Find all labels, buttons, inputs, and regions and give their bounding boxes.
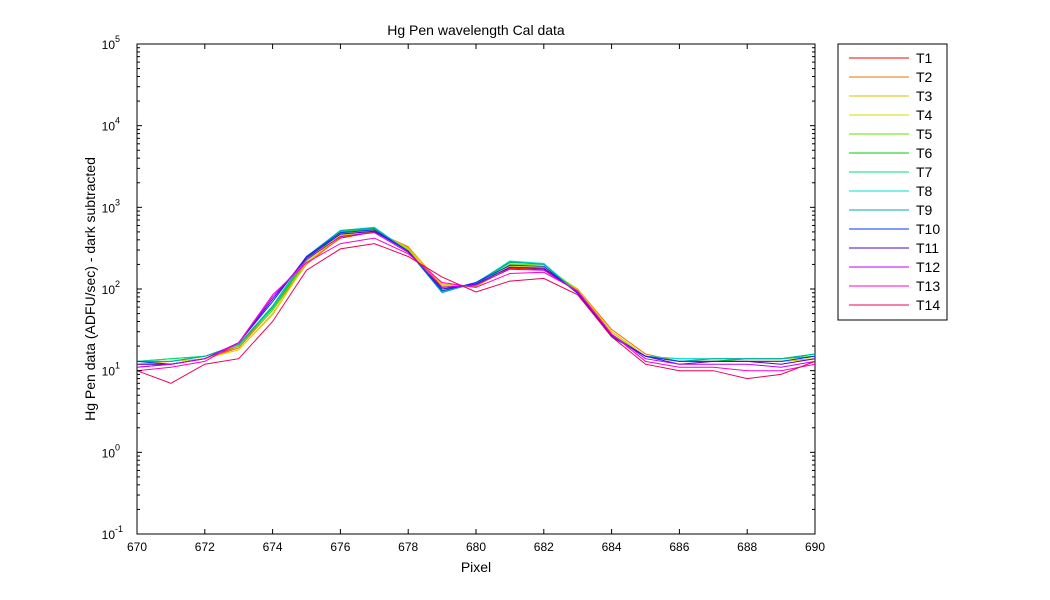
y-tick-exponent: 5 <box>115 34 120 44</box>
y-tick-label: 10 <box>102 201 116 215</box>
x-tick-label: 678 <box>398 540 418 554</box>
x-tick-label: 680 <box>466 540 486 554</box>
x-tick-label: 672 <box>195 540 215 554</box>
x-tick-label: 682 <box>534 540 554 554</box>
x-tick-label: 690 <box>805 540 825 554</box>
legend-label-t1: T1 <box>916 50 933 66</box>
plot-area <box>136 43 816 535</box>
legend-label-t8: T8 <box>916 183 933 199</box>
legend-label-t10: T10 <box>916 221 940 237</box>
y-tick-exponent: 4 <box>115 116 120 126</box>
legend-box <box>837 43 948 321</box>
x-tick-label: 688 <box>737 540 757 554</box>
series-line-t10 <box>136 229 816 365</box>
y-tick-label: 10 <box>102 365 116 379</box>
legend: T1 T2 T3 T4 T5 T6 T7 T8 T9 T10 T11 T12 T13 T14 <box>837 43 948 321</box>
y-tick-exponent: 2 <box>115 279 120 289</box>
legend-items: T1 T2 T3 T4 T5 T6 T7 T8 T9 T10 T11 T12 T13 T14 <box>849 50 940 313</box>
legend-label-t2: T2 <box>916 69 933 85</box>
y-tick-exponent: 1 <box>115 361 120 371</box>
y-tick-label: 10 <box>102 283 116 297</box>
x-tick-label: 686 <box>669 540 689 554</box>
legend-label-t3: T3 <box>916 88 933 104</box>
series-line-t14 <box>136 243 816 384</box>
legend-label-t7: T7 <box>916 164 933 180</box>
y-tick-label: 10 <box>102 528 116 542</box>
legend-label-t6: T6 <box>916 145 933 161</box>
series-layer <box>136 226 816 384</box>
y-tick-exponent: 3 <box>115 197 120 207</box>
y-tick-exponent: 0 <box>115 442 120 452</box>
y-axis-label: Hg Pen data (ADFU/sec) - dark subtracted <box>82 157 98 421</box>
legend-label-t11: T11 <box>916 240 939 256</box>
y-tick-label: 10 <box>102 38 116 52</box>
x-tick-label: 674 <box>263 540 283 554</box>
x-tick-label: 676 <box>330 540 350 554</box>
x-axis-label: Pixel <box>461 559 491 575</box>
legend-label-t5: T5 <box>916 126 933 142</box>
legend-label-t13: T13 <box>916 278 940 294</box>
legend-label-t4: T4 <box>916 107 933 123</box>
chart-title: Hg Pen wavelength Cal data <box>387 22 565 38</box>
legend-label-t12: T12 <box>916 259 940 275</box>
x-tick-label: 684 <box>602 540 622 554</box>
y-tick-label: 10 <box>102 120 116 134</box>
legend-label-t9: T9 <box>916 202 933 218</box>
legend-label-t14: T14 <box>916 297 940 313</box>
y-tick-label: 10 <box>102 446 116 460</box>
series-line-t13 <box>136 237 816 372</box>
y-tick-exponent: -1 <box>115 524 123 534</box>
x-tick-label: 670 <box>127 540 147 554</box>
